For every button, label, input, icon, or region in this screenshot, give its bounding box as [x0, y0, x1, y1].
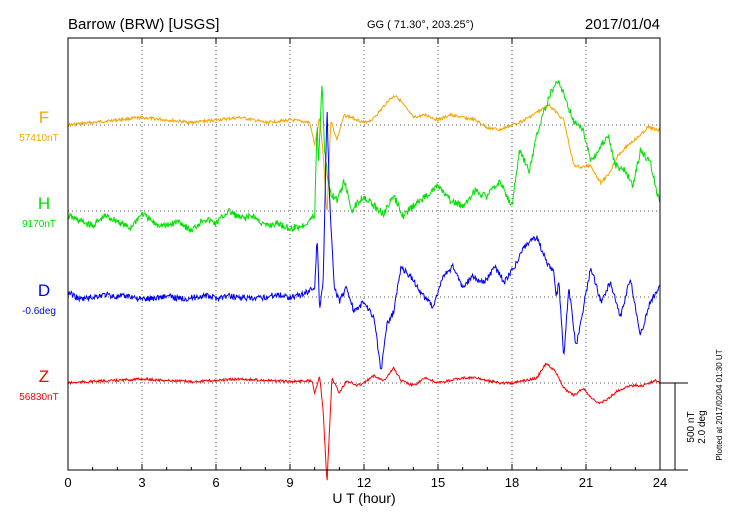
trace-d [67, 111, 661, 370]
series-baseline-h: 9170nT [22, 219, 56, 230]
grid-lines [141, 38, 587, 470]
x-tick-label: 9 [286, 475, 293, 490]
x-tick-label: 18 [505, 475, 519, 490]
series-labels: F 57410nT H 9170nT D -0.6deg Z 56830nT [19, 108, 58, 403]
trace-h [67, 79, 661, 233]
x-tick-label: 24 [653, 475, 667, 490]
x-tick-label: 12 [357, 475, 371, 490]
series-name-f: F [39, 108, 49, 127]
x-tick-label: 6 [212, 475, 219, 490]
baselines [68, 124, 660, 384]
coordinates-label: GG ( 71.30°, 203.25°) [367, 19, 474, 31]
series-name-h: H [38, 194, 50, 213]
x-tick-label: 15 [431, 475, 445, 490]
x-tick-label: 21 [579, 475, 593, 490]
date-label: 2017/01/04 [585, 16, 660, 33]
trace-z [67, 362, 661, 481]
traces [67, 79, 661, 481]
series-name-d: D [38, 281, 50, 300]
series-baseline-z: 56830nT [19, 392, 58, 403]
series-name-z: Z [39, 367, 49, 386]
plotted-timestamp: Plotted at 2017/02/04 01:30 UT [715, 349, 724, 460]
x-ticks: 0 3 6 9 12 15 18 21 24 [64, 38, 667, 490]
x-axis-label: U T (hour) [332, 490, 395, 506]
x-tick-label: 0 [64, 475, 71, 490]
series-baseline-d: -0.6deg [22, 306, 56, 317]
station-title: Barrow (BRW) [USGS] [68, 16, 219, 33]
series-baseline-f: 57410nT [19, 133, 58, 144]
scale-label-deg: 2.0 deg [697, 410, 708, 443]
trace-f [68, 94, 661, 211]
scale-label-nt: 500 nT [686, 411, 697, 442]
scale-bar: 500 nT 2.0 deg [660, 382, 708, 471]
x-tick-label: 3 [138, 475, 145, 490]
